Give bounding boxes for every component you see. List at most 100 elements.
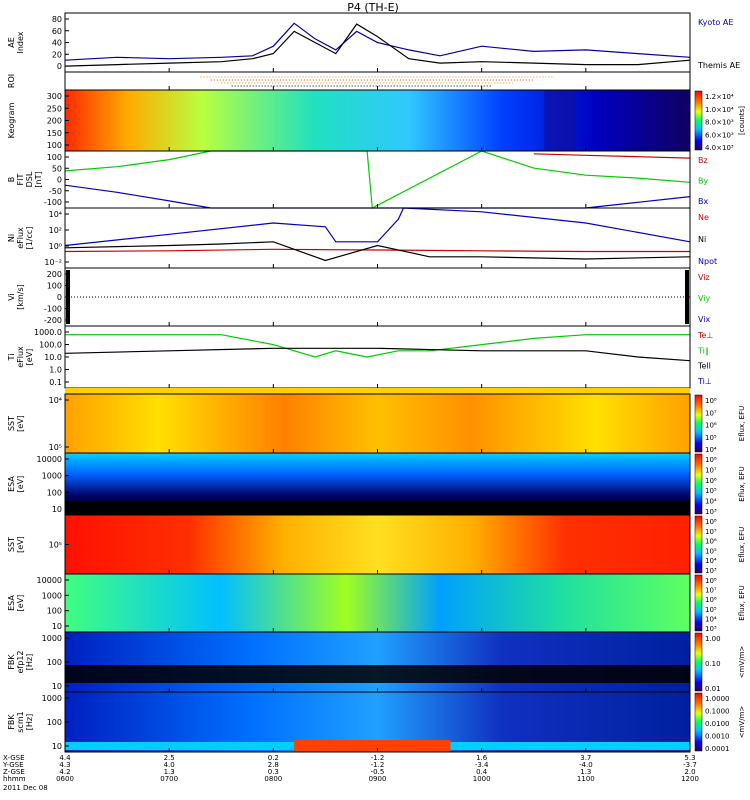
sst1-spectrogram [65, 394, 690, 453]
ytick-label: 10000 [37, 576, 62, 585]
ytick-label: 10 [52, 682, 62, 691]
ytick-label: 250 [47, 104, 62, 113]
ytick-label: 10⁴ [49, 396, 62, 405]
series-line-npot [64, 207, 691, 247]
ytick-label: 10⁰ [49, 242, 62, 251]
legend-entry: Ni [698, 235, 706, 244]
ytick-label: 1000 [42, 694, 62, 703]
ytick-label: 10⁴ [49, 210, 62, 219]
colorbar-tick-label: 10⁵ [705, 487, 717, 495]
series-line-bz [533, 153, 691, 159]
footer-tick-value: 4.4 [59, 754, 71, 762]
panel-6-ylabel: Ti eFlux [eV] [7, 346, 34, 368]
ylabel-text: SST [7, 537, 16, 552]
ytick-label: 100 [47, 488, 62, 497]
colorbar-tick-label: 1.0×10⁴ [705, 106, 734, 114]
ylabel-text: [nT] [34, 171, 43, 187]
colorbar-label: Eflux, EFU [738, 527, 746, 562]
ylabel-text: Index [16, 31, 25, 53]
panel-5-ylabel: Vi [km/s] [7, 284, 25, 310]
colorbar-tick-label: 10⁷ [705, 528, 717, 536]
footer-tick-value: 1.6 [476, 754, 488, 762]
legend-entry: By [698, 177, 708, 186]
footer-tick-value: 0.3 [268, 768, 279, 776]
colorbar-tick-label: 8.0×10³ [705, 119, 734, 127]
colorbar-tick-label: 10⁶ [705, 422, 717, 430]
ylabel-text: FIT [16, 173, 25, 185]
legend-entry: Themis AE [697, 61, 740, 70]
ylabel-text: [eV] [25, 349, 34, 366]
footer-tick-value: 2.8 [268, 761, 279, 769]
ylabel-text: eFlux [16, 227, 25, 249]
ylabel-text: [eV] [16, 536, 25, 553]
legend-entry: Ti∥ [697, 346, 709, 355]
colorbar-tick-label: 0.0010 [705, 733, 730, 741]
ylabel-text: [eV] [16, 476, 25, 493]
footer-date: 2011 Dec 08 [3, 784, 48, 792]
panel-8-ylabel: ESA [eV] [7, 476, 25, 493]
footer-tick-value: 2.0 [684, 768, 695, 776]
legend-entry: Te⊥ [697, 331, 713, 340]
legend-entry: Bz [698, 156, 708, 165]
ytick-label: 1000 [42, 591, 62, 600]
footer-tick-value: 0600 [56, 775, 74, 783]
ytick-label: -100 [44, 305, 62, 314]
footer-tick-value: -0.5 [371, 768, 385, 776]
ytick-label: 10 [52, 742, 62, 751]
colorbar [694, 394, 703, 453]
ylabel-text: [Hz] [25, 654, 34, 670]
ytick-label: 200 [47, 117, 62, 126]
ylabel-text: Keogram [7, 102, 16, 138]
colorbar [694, 574, 703, 632]
panel-3-ylabel: B FIT DSL [nT] [7, 171, 43, 187]
ytick-label: 10⁵ [49, 443, 62, 452]
keogram-spectrogram [65, 90, 690, 151]
colorbar-tick-label: 10³ [705, 567, 717, 575]
footer-tick-value: 0900 [369, 775, 387, 783]
ytick-label: 50 [52, 164, 62, 173]
footer-tick-value: -3.7 [683, 761, 697, 769]
colorbar-tick-label: 10⁸ [705, 518, 717, 526]
footer-tick-value: 1000 [473, 775, 491, 783]
legend-entry: Ti⊥ [697, 377, 712, 386]
colorbar-tick-label: 10⁸ [705, 397, 717, 405]
colorbar-tick-label: 10⁶ [705, 596, 717, 604]
footer-tick-value: 1200 [681, 775, 699, 783]
ytick-label: 10² [49, 226, 62, 235]
footer-tick-value: -3.4 [475, 761, 489, 769]
colorbar-tick-label: 1.00 [705, 635, 721, 643]
colorbar-tick-label: 10⁷ [705, 587, 717, 595]
ylabel-text: [km/s] [16, 284, 25, 310]
footer-tick-value: 1.3 [580, 768, 591, 776]
ytick-label: 10 [52, 505, 62, 514]
sst2-spectrogram [65, 515, 690, 574]
ylabel-text: Ni [7, 234, 16, 242]
legend-entry: Tell [697, 362, 711, 371]
colorbar-tick-label: 10⁶ [705, 477, 717, 485]
colorbar-tick-label: 6.0×10³ [705, 131, 734, 139]
ytick-label: 100 [47, 607, 62, 616]
ytick-label: 0 [57, 176, 62, 185]
fbk-dark-band [65, 665, 690, 683]
fbk-red-band [294, 740, 451, 752]
ytick-label: 0.1 [49, 378, 62, 387]
colorbar-label: [counts] [738, 106, 746, 135]
keogram-gap [544, 90, 576, 151]
ytick-label: 200 [47, 270, 62, 279]
ytick-label: 0 [57, 293, 62, 302]
series-line-ne [64, 248, 690, 253]
colorbar-tick-label: 10⁷ [705, 466, 717, 474]
colorbar-label: Eflux, EFU [738, 585, 746, 620]
legend-entry: Vix [698, 315, 711, 324]
colorbar-tick-label: 1.0000 [705, 695, 730, 703]
colorbar [694, 692, 703, 752]
panel-1-ylabel: ROI [7, 74, 16, 88]
panel-2-ylabel: Keogram [7, 102, 16, 138]
footer-tick-value: 0800 [264, 775, 282, 783]
ylabel-text: [1/cc] [25, 227, 34, 250]
colorbar-label: <mV/m> [738, 646, 746, 679]
ytick-label: 150 [47, 129, 62, 138]
colorbar-tick-label: 10⁴ [705, 498, 717, 506]
footer-row-label: X-GSE [3, 754, 25, 762]
